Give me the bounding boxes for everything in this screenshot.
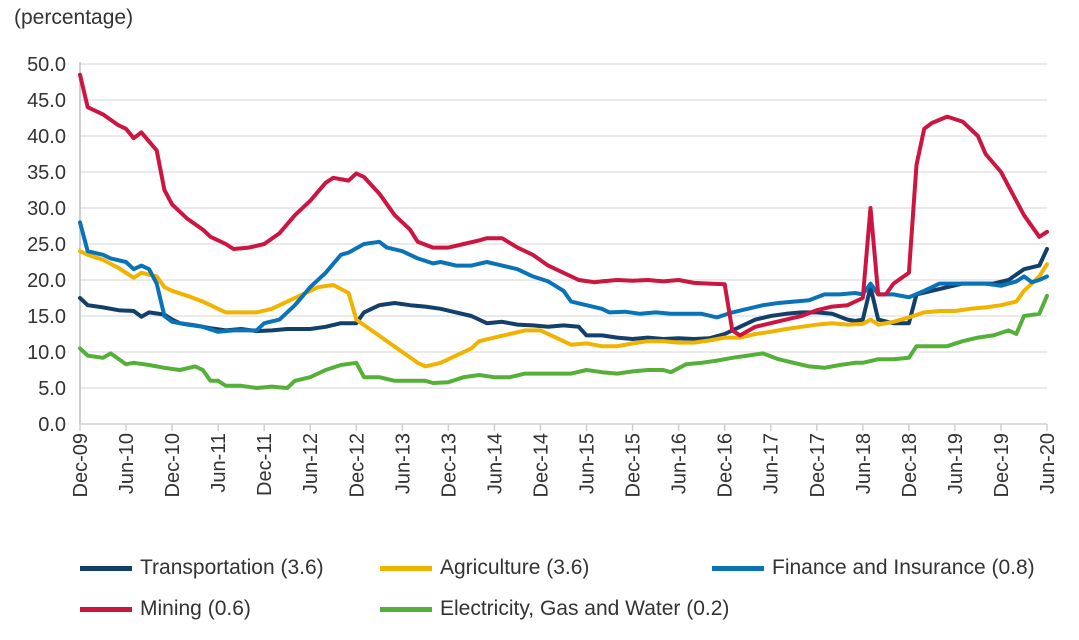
x-tick-label: Jun-12 <box>300 433 322 494</box>
x-tick-label: Dec-19 <box>991 433 1013 497</box>
x-tick-label: Dec-15 <box>623 433 645 497</box>
legend-label: Agriculture (3.6) <box>440 556 590 579</box>
y-tick-label: 30.0 <box>27 198 66 220</box>
y-tick-label: 15.0 <box>27 306 66 328</box>
y-tick-label: 40.0 <box>27 126 66 148</box>
x-tick-label: Jun-13 <box>392 433 414 494</box>
x-tick-label: Dec-10 <box>162 433 184 497</box>
legend-swatch <box>380 606 432 612</box>
y-tick-label: 35.0 <box>27 162 66 184</box>
x-tick-label: Dec-12 <box>346 433 368 497</box>
x-tick-label: Jun-10 <box>116 433 138 494</box>
x-tick-label: Jun-14 <box>484 433 506 494</box>
y-tick-label: 45.0 <box>27 90 66 112</box>
y-tick-label: 10.0 <box>27 342 66 364</box>
legend-label: Finance and Insurance (0.8) <box>772 556 1035 579</box>
x-tick-label: Dec-09 <box>70 433 92 497</box>
series-line-agriculture <box>78 249 1049 369</box>
legend-swatch <box>80 565 132 571</box>
y-tick-label: 50.0 <box>27 54 66 76</box>
y-axis-unit-label: (percentage) <box>14 6 134 29</box>
legend-item: Electricity, Gas and Water (0.2) <box>380 597 729 621</box>
x-tick-label: Dec-16 <box>715 433 737 497</box>
legend-item: Transportation (3.6) <box>80 556 324 580</box>
x-tick-label: Jun-18 <box>853 433 875 494</box>
x-tick-label: Dec-13 <box>438 433 460 497</box>
x-tick-label: Dec-17 <box>807 433 829 497</box>
x-tick-label: Jun-11 <box>208 433 230 493</box>
y-tick-label: 25.0 <box>27 234 66 256</box>
legend-label: Transportation (3.6) <box>140 556 324 579</box>
y-tick-label: 0.0 <box>38 414 66 436</box>
legend-swatch <box>712 565 764 571</box>
y-tick-label: 20.0 <box>27 270 66 292</box>
y-tick-label: 5.0 <box>38 378 66 400</box>
legend-label: Electricity, Gas and Water (0.2) <box>440 597 730 620</box>
line-chart: 0.0 5.0 10.0 15.0 20.0 25.0 30.0 35.0 40.0 45.0 50… <box>27 54 1059 497</box>
x-tick-label: Jun-16 <box>669 433 691 494</box>
x-tick-label: Dec-14 <box>530 433 552 497</box>
x-tick-label: Jun-19 <box>945 433 967 494</box>
legend-swatch <box>80 606 132 612</box>
legend-item: Mining (0.6) <box>80 597 251 621</box>
series-line-finance-and-insurance <box>78 220 1049 334</box>
series-line-electricity-gas-and-water <box>78 293 1049 390</box>
legend-label: Mining (0.6) <box>140 597 251 620</box>
x-tick-label: Dec-11 <box>254 433 276 496</box>
legend-swatch <box>380 565 432 571</box>
x-tick-label: Jun-17 <box>761 433 783 494</box>
legend-item: Finance and Insurance (0.8) <box>712 556 1035 580</box>
x-tick-label: Jun-15 <box>577 433 599 494</box>
x-tick-label: Dec-18 <box>899 433 921 497</box>
legend-item: Agriculture (3.6) <box>380 556 589 580</box>
x-tick-label: Jun-20 <box>1037 433 1059 494</box>
series-line-mining <box>78 72 1049 338</box>
